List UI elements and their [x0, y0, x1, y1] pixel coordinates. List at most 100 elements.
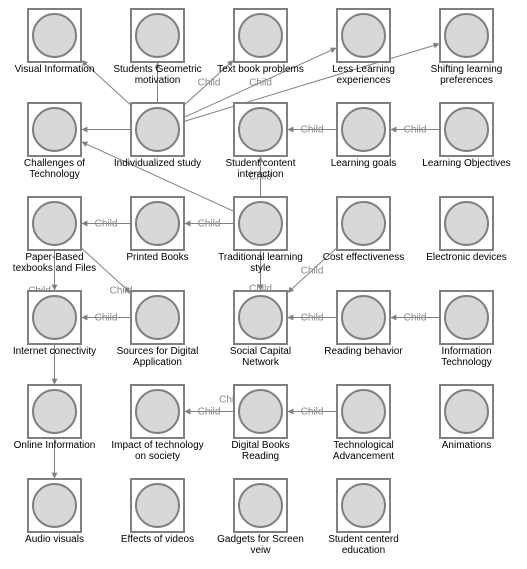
node-n42: Digital Books Reading [233, 384, 288, 462]
node-n52: Gadgets for Screen veiw [233, 478, 288, 556]
node-n03: Less Learning experiences [336, 8, 391, 86]
edge-label: Child [404, 125, 427, 136]
node-n43: Technological Advancement [336, 384, 391, 462]
node-circle-icon [444, 13, 489, 58]
node-box [233, 384, 288, 439]
node-n41: Impact of technology on society [130, 384, 185, 462]
node-box [130, 478, 185, 533]
edge-label: Child [301, 407, 324, 418]
node-box [336, 8, 391, 63]
node-box [130, 102, 185, 157]
edge-label: Child [301, 313, 324, 324]
node-label: Digital Books Reading [213, 440, 308, 462]
node-label: Learning Objectives [419, 158, 514, 169]
node-label: Gadgets for Screen veiw [213, 534, 308, 556]
node-label: Student content interaction [213, 158, 308, 180]
node-label: Cost effectiveness [316, 252, 411, 263]
node-circle-icon [341, 483, 386, 528]
node-box [439, 384, 494, 439]
node-n04: Shifting learning preferences [439, 8, 494, 86]
node-n24: Electronic devices [439, 196, 494, 263]
node-label: Audio visuals [7, 534, 102, 545]
node-label: Social Capital Network [213, 346, 308, 368]
node-n00: Visual Information [27, 8, 82, 75]
node-n13: Learning goals [336, 102, 391, 169]
node-n44: Animations [439, 384, 494, 451]
node-circle-icon [238, 295, 283, 340]
node-circle-icon [341, 13, 386, 58]
node-label: Less Learning experiences [316, 64, 411, 86]
node-box [27, 8, 82, 63]
edge-label: Child [404, 313, 427, 324]
node-label: Shifting learning preferences [419, 64, 514, 86]
node-n10: Challenges of Technology [27, 102, 82, 180]
node-circle-icon [238, 107, 283, 152]
node-n11: Individualized study [130, 102, 185, 169]
node-box [439, 102, 494, 157]
node-label: Printed Books [110, 252, 205, 263]
edge-label: Child [249, 78, 272, 89]
node-box [130, 384, 185, 439]
node-n33: Reading behavior [336, 290, 391, 357]
node-box [336, 196, 391, 251]
edge-label: Child [198, 219, 221, 230]
node-label: Individualized study [110, 158, 205, 169]
node-label: Sources for Digital Application [110, 346, 205, 368]
node-label: Text book problems [213, 64, 308, 75]
node-label: Traditional learning style [213, 252, 308, 274]
node-label: Reading behavior [316, 346, 411, 357]
node-circle-icon [444, 107, 489, 152]
node-n14: Learning Objectives [439, 102, 494, 169]
diagram-canvas: Child Child Child Child Child Child Child Child… [0, 0, 527, 569]
node-box [27, 384, 82, 439]
node-circle-icon [444, 389, 489, 434]
node-box [130, 290, 185, 345]
node-label: Internet conectivity [7, 346, 102, 357]
node-circle-icon [32, 107, 77, 152]
node-n23: Cost effectiveness [336, 196, 391, 263]
node-n50: Audio visuals [27, 478, 82, 545]
node-box [336, 478, 391, 533]
node-circle-icon [135, 389, 180, 434]
node-label: Visual Information [7, 64, 102, 75]
node-n30: Internet conectivity [27, 290, 82, 357]
node-circle-icon [135, 13, 180, 58]
node-circle-icon [341, 107, 386, 152]
node-label: Impact of technology on society [110, 440, 205, 462]
node-box [439, 290, 494, 345]
node-box [233, 478, 288, 533]
node-n12: Student content interaction [233, 102, 288, 180]
node-n40: Online Information [27, 384, 82, 451]
node-circle-icon [238, 389, 283, 434]
node-circle-icon [32, 389, 77, 434]
node-n21: Printed Books [130, 196, 185, 263]
node-box [336, 384, 391, 439]
node-box [27, 478, 82, 533]
edge-label: Child [301, 125, 324, 136]
node-n02: Text book problems [233, 8, 288, 75]
node-circle-icon [135, 201, 180, 246]
node-box [336, 290, 391, 345]
node-n01: Students Geometric motivation [130, 8, 185, 86]
node-box [130, 8, 185, 63]
node-circle-icon [135, 483, 180, 528]
node-label: Students Geometric motivation [110, 64, 205, 86]
node-label: Animations [419, 440, 514, 451]
node-label: Paper-Based texbooks and Files [7, 252, 102, 274]
node-box [233, 8, 288, 63]
node-label: Technological Advancement [316, 440, 411, 462]
node-box [27, 196, 82, 251]
node-circle-icon [238, 13, 283, 58]
node-circle-icon [32, 483, 77, 528]
edge-label: Child [95, 313, 118, 324]
node-box [27, 102, 82, 157]
node-circle-icon [238, 483, 283, 528]
node-box [233, 290, 288, 345]
node-n20: Paper-Based texbooks and Files [27, 196, 82, 274]
node-box [336, 102, 391, 157]
node-circle-icon [32, 13, 77, 58]
node-label: Online Information [7, 440, 102, 451]
node-label: Effects of videos [110, 534, 205, 545]
node-label: Student centerd education [316, 534, 411, 556]
node-box [233, 196, 288, 251]
